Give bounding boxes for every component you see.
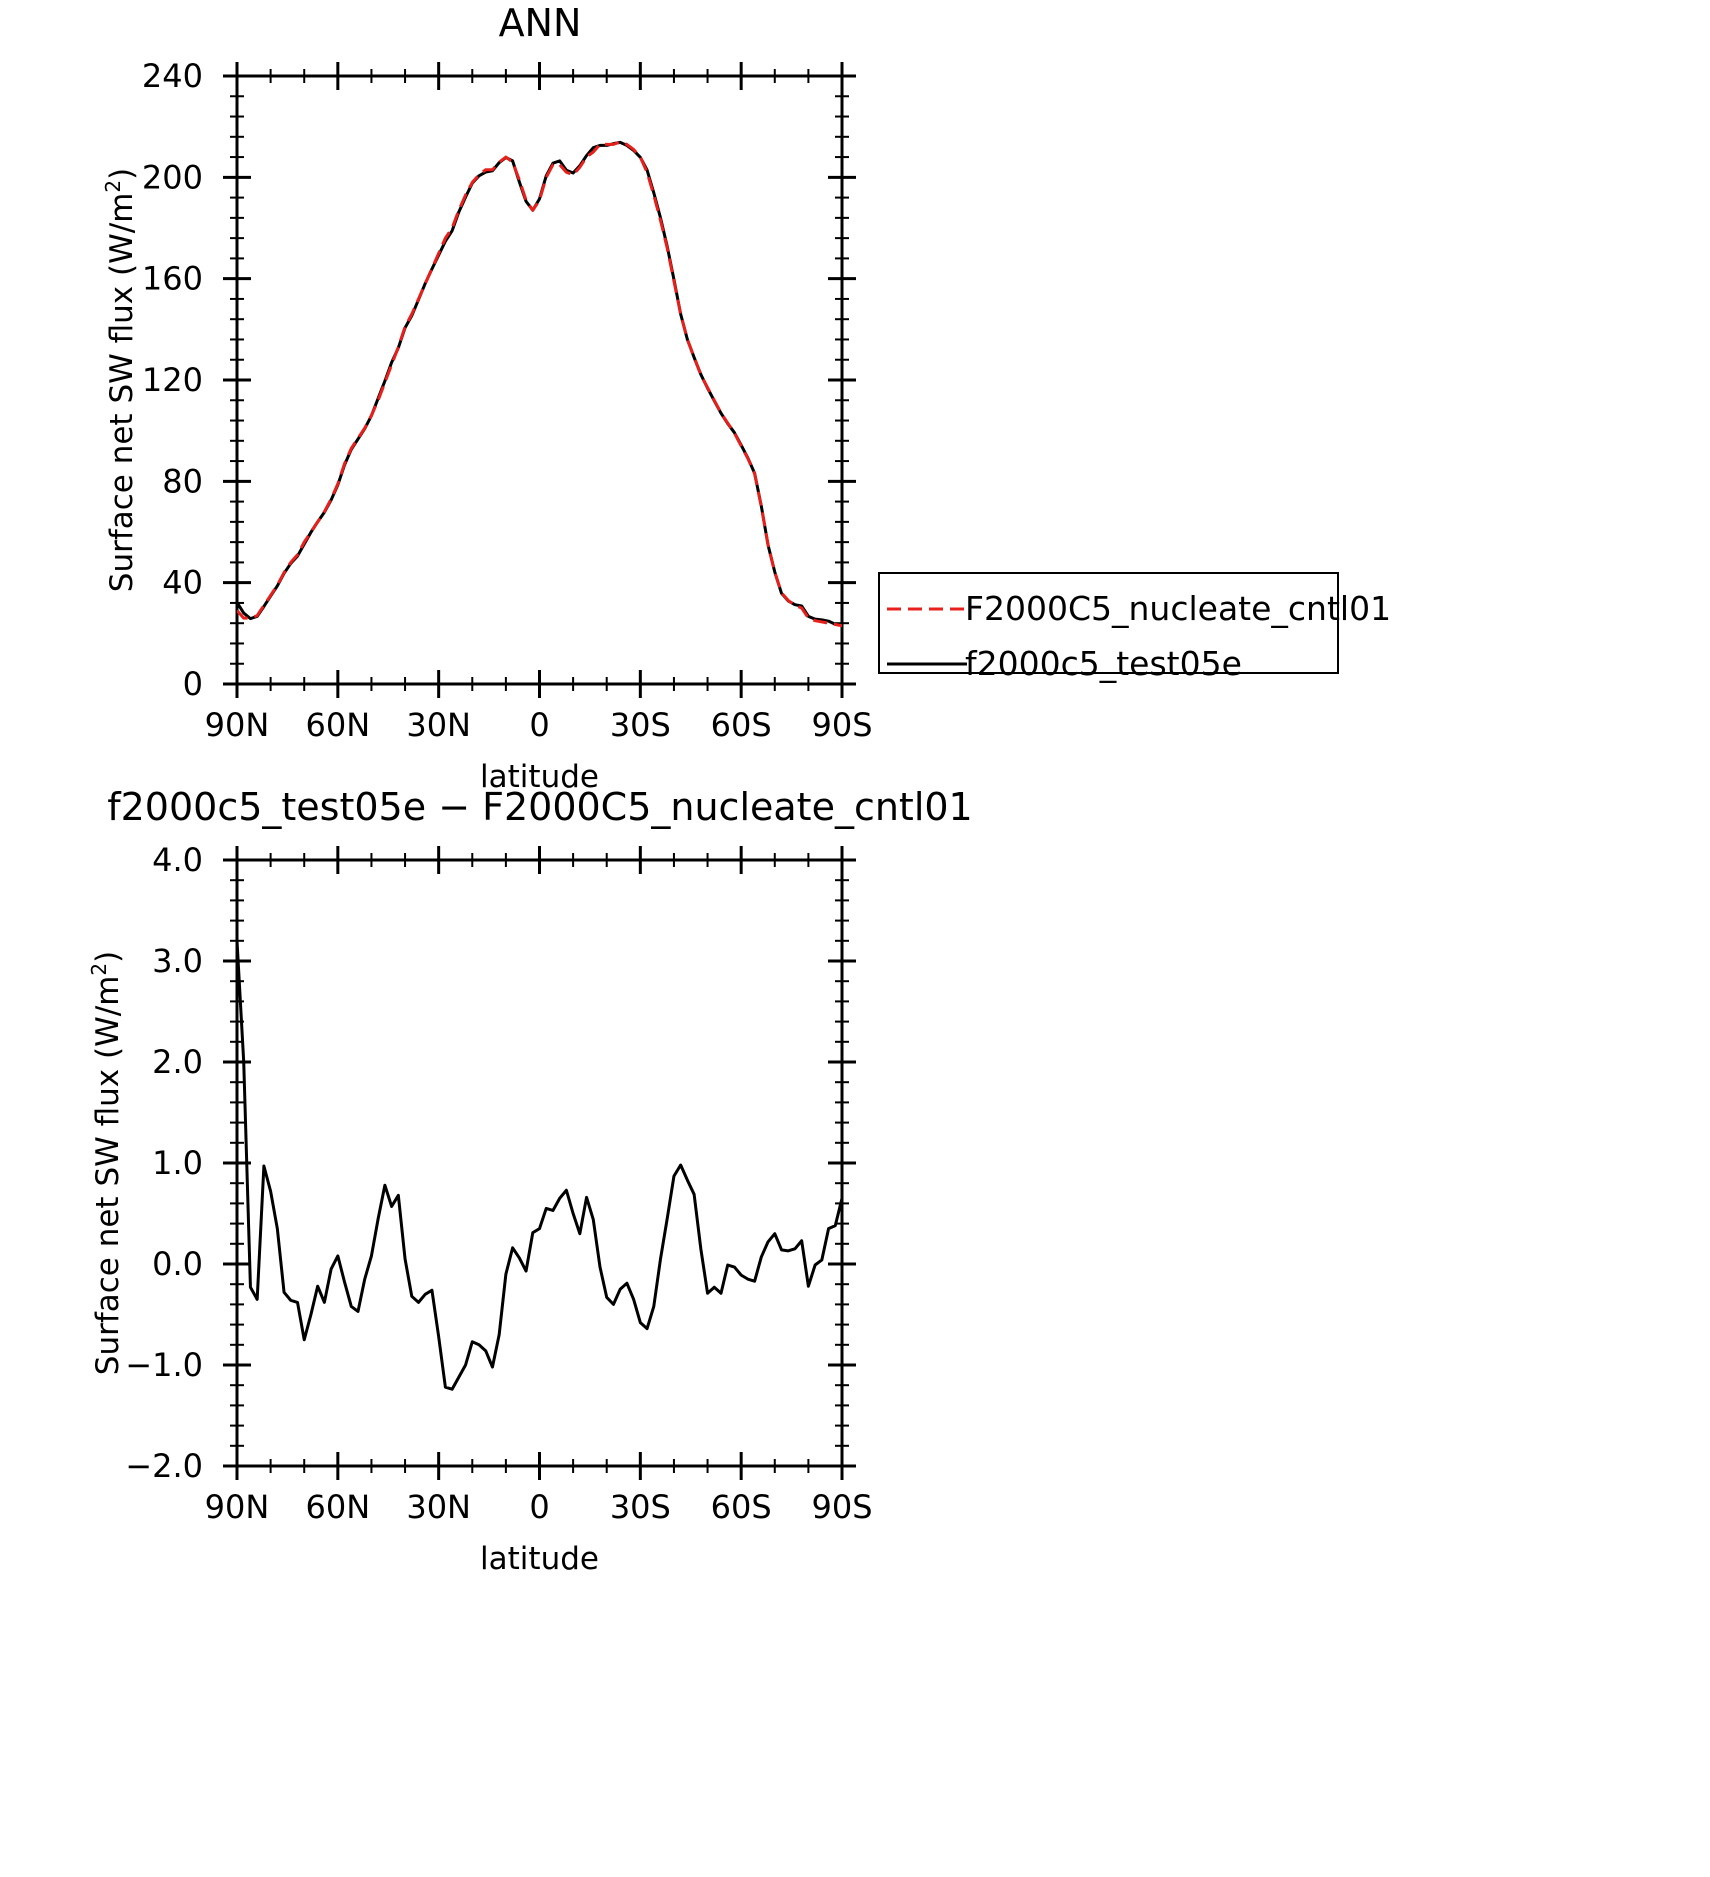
y-tick-label: 240 bbox=[142, 57, 203, 95]
legend-label: F2000C5_nucleate_cntl01 bbox=[965, 589, 1391, 628]
plot-frame bbox=[235, 858, 844, 1468]
x-tick-label: 60S bbox=[711, 706, 772, 744]
series-line-f2000c5-nucleate-cntl01 bbox=[237, 140, 842, 628]
series-line-f2000c5-test05e bbox=[237, 140, 842, 626]
y-tick-label: 120 bbox=[142, 361, 203, 399]
y-axis-label-close: ) bbox=[104, 168, 140, 180]
series-line-difference bbox=[237, 940, 842, 1391]
chart-title: ANN bbox=[499, 1, 582, 45]
y-tick-label: 80 bbox=[162, 462, 203, 500]
x-axis-label: latitude bbox=[480, 1541, 599, 1577]
y-tick-label: 3.0 bbox=[152, 942, 203, 980]
y-tick-label: 0.0 bbox=[152, 1245, 203, 1283]
y-axis-label-superscript: 2 bbox=[101, 180, 125, 193]
x-tick-label: 30S bbox=[610, 1488, 671, 1526]
x-tick-label: 0 bbox=[529, 1488, 549, 1526]
y-tick-label: 4.0 bbox=[152, 841, 203, 879]
legend-box bbox=[878, 572, 1339, 674]
x-tick-label: 90S bbox=[811, 1488, 872, 1526]
x-tick-label: 60S bbox=[711, 1488, 772, 1526]
y-axis-label-text: Surface net SW flux (W/m bbox=[104, 193, 140, 593]
y-axis-label-close: ) bbox=[90, 951, 126, 963]
y-axis-label-text: Surface net SW flux (W/m bbox=[90, 976, 126, 1376]
top-panel: ANN 0 40 80 120 160 200 240 90N 60N 30N 0 30S 60S 90S l… bbox=[101, 1, 1391, 795]
bottom-panel: f2000c5_test05e − F2000C5_nucleate_cntl0… bbox=[87, 785, 973, 1577]
y-tick-label: −2.0 bbox=[125, 1447, 203, 1485]
x-tick-label: 60N bbox=[306, 1488, 371, 1526]
y-axis-label-superscript: 2 bbox=[87, 963, 111, 976]
x-tick-label: 90N bbox=[205, 1488, 270, 1526]
y-tick-label: 160 bbox=[142, 260, 203, 298]
y-axis-label: Surface net SW flux (W/m2) bbox=[101, 168, 140, 592]
y-axis-label: Surface net SW flux (W/m2) bbox=[87, 951, 126, 1375]
plot-frame bbox=[235, 74, 844, 686]
y-tick-label: 2.0 bbox=[152, 1043, 203, 1081]
legend-label: f2000c5_test05e bbox=[965, 644, 1242, 683]
y-tick-label: 0 bbox=[183, 665, 203, 703]
x-tick-label: 30N bbox=[406, 1488, 471, 1526]
x-tick-label: 90N bbox=[205, 706, 270, 744]
x-axis-label: latitude bbox=[480, 759, 599, 795]
y-tick-label: 40 bbox=[162, 564, 203, 602]
x-tick-label: 90S bbox=[811, 706, 872, 744]
x-tick-label: 30S bbox=[610, 706, 671, 744]
y-tick-label: −1.0 bbox=[125, 1346, 203, 1384]
y-tick-label: 1.0 bbox=[152, 1144, 203, 1182]
x-tick-label: 0 bbox=[529, 706, 549, 744]
chart-title: f2000c5_test05e − F2000C5_nucleate_cntl0… bbox=[107, 785, 972, 829]
x-tick-label: 30N bbox=[406, 706, 471, 744]
x-tick-label: 60N bbox=[306, 706, 371, 744]
y-tick-label: 200 bbox=[142, 158, 203, 196]
